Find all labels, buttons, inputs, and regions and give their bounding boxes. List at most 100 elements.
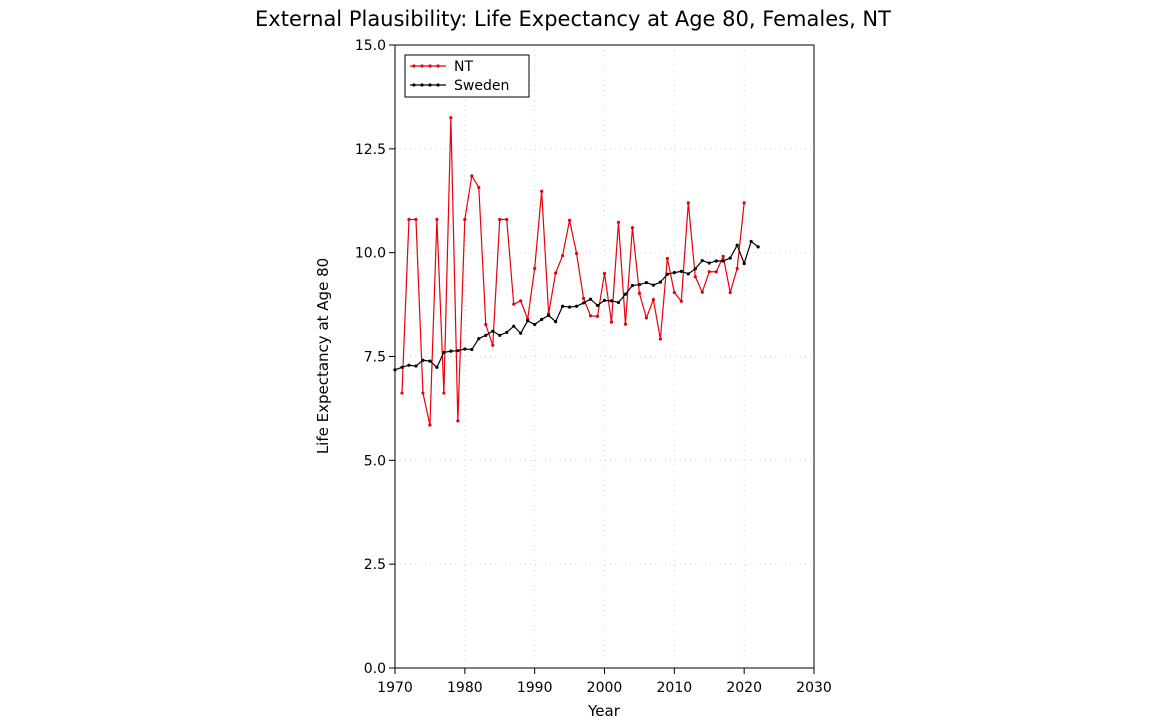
x-tick-label: 2020 [726,680,762,696]
data-point-nt [651,297,655,302]
data-point-nt [470,174,474,178]
plot-area-frame [394,44,815,669]
data-point-sweden [414,364,418,368]
data-point-nt [477,185,481,190]
series-line-nt [401,117,745,426]
data-point-sweden [721,259,725,263]
data-point-sweden [421,358,425,362]
x-tick-label: 2000 [587,680,623,696]
data-point-nt [588,314,593,318]
data-point-sweden [637,283,642,287]
data-point-sweden [567,305,572,309]
data-point-nt [491,343,495,347]
data-point-nt [735,266,739,271]
data-point-sweden [609,299,614,303]
data-point-nt [665,256,669,261]
data-point-nt [721,254,725,259]
x-tick-label: 2010 [657,680,693,696]
data-point-sweden [616,300,621,305]
legend-marker-sweden [420,83,424,87]
data-point-sweden [630,283,635,288]
legend-box [404,54,530,98]
data-point-nt [581,296,586,300]
legend-marker-sweden [412,83,416,87]
data-point-sweden [574,304,579,308]
data-point-nt [728,290,732,295]
x-tick-label: 1980 [447,680,483,696]
data-point-sweden [651,283,655,287]
data-point-nt [456,419,460,423]
data-point-nt [574,251,579,256]
data-point-sweden [540,317,544,322]
data-point-sweden [742,261,746,266]
data-point-nt [533,266,537,271]
data-point-nt [484,322,488,327]
data-point-sweden [644,280,649,285]
data-point-nt [679,299,683,303]
data-point-sweden [470,347,474,352]
data-point-nt [595,314,600,318]
data-point-nt [442,391,446,395]
data-point-nt [400,391,404,395]
y-tick-label: 10.0 [355,246,386,262]
data-point-sweden [714,259,718,263]
data-point-sweden [658,280,662,284]
data-point-sweden [749,239,753,244]
data-point-sweden [602,298,607,303]
data-point-nt [554,271,558,275]
data-point-sweden [456,349,460,353]
data-point-nt [644,316,649,320]
data-point-nt [407,217,411,222]
data-point-sweden [554,320,558,324]
data-point-sweden [519,331,523,335]
data-point-nt [435,217,439,222]
data-point-nt [512,302,516,306]
x-tick-label: 2030 [796,680,832,696]
data-point-sweden [428,359,432,363]
chart-title: External Plausibility: Life Expectancy a… [255,7,891,31]
legend-label-sweden: Sweden [454,78,509,94]
data-point-sweden [665,272,669,276]
y-tick-label: 2.5 [364,557,386,573]
data-point-nt [421,391,425,395]
data-point-sweden [442,350,446,354]
data-point-sweden [512,324,516,328]
data-point-sweden [498,333,502,337]
legend-marker-nt [428,64,432,68]
legend-label-nt: NT [454,59,473,75]
legend-marker-nt [436,64,440,68]
data-point-nt [637,291,642,295]
data-point-sweden [756,245,760,249]
data-point-sweden [686,272,690,276]
y-axis-label: Life Expectancy at Age 80 [314,258,332,454]
x-tick-label: 1990 [517,680,553,696]
data-point-sweden [588,297,593,301]
data-point-nt [658,337,662,341]
data-point-nt [414,217,418,222]
data-point-sweden [672,271,676,275]
data-point-nt [505,217,509,222]
data-point-sweden [679,269,683,273]
data-point-nt [742,201,746,205]
data-point-sweden [595,303,600,308]
legend: NT Sweden [404,54,530,98]
data-point-sweden [561,304,565,308]
data-point-sweden [581,301,586,305]
y-tick-label: 7.5 [364,350,386,366]
data-point-nt [700,290,704,294]
data-point-sweden [477,337,481,341]
data-point-sweden [547,313,551,317]
data-point-nt [602,271,607,276]
data-point-nt [428,423,432,427]
data-point-nt [616,220,621,224]
data-point-nt [561,253,565,258]
data-point-nt [609,320,614,324]
data-point-nt [498,217,502,222]
data-point-sweden [526,319,530,323]
data-point-sweden [707,261,711,265]
data-point-sweden [693,267,697,271]
data-point-nt [449,116,453,120]
data-point-sweden [505,330,509,335]
data-point-sweden [407,363,411,367]
